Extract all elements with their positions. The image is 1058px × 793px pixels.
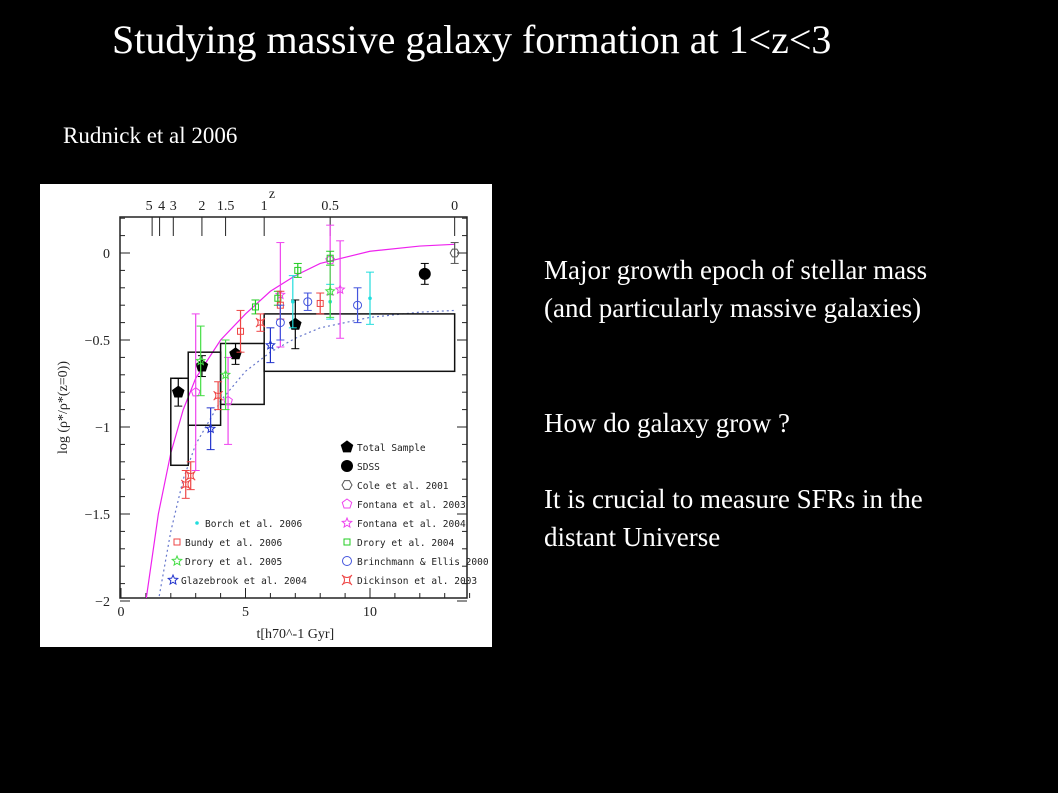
legend-label: Fontana et al. 2004 bbox=[357, 519, 466, 530]
data-point-fontana-et-al-2004 bbox=[334, 283, 346, 295]
x-tick-label: 10 bbox=[363, 605, 377, 620]
x-tick-label: 5 bbox=[242, 605, 249, 620]
legend-label: Brinchmann & Ellis 2000 bbox=[357, 557, 489, 568]
data-point-total-sample bbox=[195, 359, 209, 372]
legend-marker bbox=[340, 440, 354, 453]
stellar-mass-density-chart: 0 5 10 0 −0.5 −1 −1.5 −2 5 4 3 2 1.5 1 0.5 0 z t[h70^-1 G… bbox=[40, 184, 492, 647]
data-point-brinchmann-ellis-2000 bbox=[303, 297, 313, 307]
data-point-glazebrook-et-al-2004 bbox=[205, 422, 217, 434]
data-point-borch-et-al-2006 bbox=[291, 299, 295, 304]
legend-marker bbox=[341, 498, 353, 509]
z-tick-label: 0 bbox=[451, 199, 458, 214]
data-point-dickinson-et-al-2003 bbox=[213, 390, 223, 401]
plot-area bbox=[145, 224, 460, 598]
data-point-drory-et-al-2005 bbox=[324, 285, 336, 296]
data-point-drory-et-al-2005 bbox=[195, 355, 207, 366]
legend-marker bbox=[171, 554, 183, 567]
data-point-drory-et-al-2004 bbox=[326, 254, 334, 262]
legend-label: Drory et al. 2004 bbox=[357, 538, 455, 549]
data-point-glazebrook-et-al-2004 bbox=[264, 339, 276, 350]
data-point-sdss bbox=[418, 267, 431, 280]
legend-marker bbox=[173, 538, 181, 546]
data-point-bundy-et-al-2006 bbox=[237, 327, 245, 335]
y-tick-label: −1.5 bbox=[85, 508, 110, 523]
z-tick-label: 1 bbox=[261, 199, 268, 214]
data-point-cole-et-al-2001 bbox=[449, 248, 460, 258]
legend-marker bbox=[167, 573, 179, 586]
slide-title: Studying massive galaxy formation at 1<z… bbox=[112, 17, 832, 62]
legend-marker bbox=[341, 480, 353, 490]
z-tick-label: 5 bbox=[146, 199, 153, 214]
legend-marker bbox=[342, 556, 352, 566]
legend-label: Borch et al. 2006 bbox=[205, 519, 303, 530]
bullet-3-line-2: distant Universe bbox=[544, 522, 721, 552]
legend-marker bbox=[341, 460, 353, 472]
y-tick-label: −2 bbox=[95, 595, 110, 610]
data-point-drory-et-al-2004 bbox=[294, 266, 302, 274]
y-tick-label: −1 bbox=[95, 421, 110, 436]
legend-marker bbox=[195, 521, 199, 525]
z-axis-label: z bbox=[269, 187, 275, 202]
data-point-brinchmann-ellis-2000 bbox=[275, 318, 285, 328]
data-point-drory-et-al-2005 bbox=[220, 368, 232, 380]
legend-marker bbox=[341, 516, 353, 529]
legend-label: Drory et al. 2005 bbox=[185, 557, 282, 568]
data-point-dickinson-et-al-2003 bbox=[185, 470, 196, 481]
data-point-bundy-et-al-2006 bbox=[316, 299, 324, 307]
legend-marker bbox=[341, 574, 353, 586]
bullet-3-line-1: It is crucial to measure SFRs in the bbox=[544, 484, 923, 514]
bullet-1-line-2: (and particularly massive galaxies) bbox=[544, 293, 922, 323]
bullet-2-line-1: How do galaxy grow ? bbox=[544, 408, 790, 438]
y-tick-label: −0.5 bbox=[85, 334, 110, 349]
legend-label: Bundy et al. 2006 bbox=[185, 538, 283, 549]
mass-bin-box bbox=[219, 342, 265, 406]
legend-marker bbox=[343, 538, 351, 546]
bullet-1-line-1: Major growth epoch of stellar mass bbox=[544, 255, 928, 285]
plot-frame bbox=[119, 216, 468, 599]
y-tick-label: 0 bbox=[103, 247, 110, 262]
bullet-2: How do galaxy grow ? bbox=[544, 404, 790, 442]
data-point-drory-et-al-2004 bbox=[251, 303, 259, 311]
legend-label: Fontana et al. 2003 bbox=[357, 500, 466, 511]
z-tick-label: 4 bbox=[158, 199, 165, 214]
y-axis-label: log (ρ*/ρ*(z=0)) bbox=[56, 361, 71, 454]
data-point-fontana-et-al-2003 bbox=[190, 387, 201, 397]
z-tick-label: 2 bbox=[198, 199, 205, 214]
bullet-3: It is crucial to measure SFRs in the dis… bbox=[544, 480, 923, 556]
citation: Rudnick et al 2006 bbox=[63, 123, 238, 148]
legend-label: Glazebrook et al. 2004 bbox=[181, 576, 307, 587]
data-point-borch-et-al-2006 bbox=[368, 296, 372, 301]
chart-svg: 0 5 100−0.5−1−1.5−25 4 3 2 1.5 1 0.5 0zt[h70^-1 G… bbox=[56, 187, 489, 642]
data-point-total-sample bbox=[171, 385, 185, 398]
data-point-fontana-et-al-2003 bbox=[223, 395, 233, 406]
z-tick-label: 0.5 bbox=[321, 199, 339, 214]
x-tick-label: 0 bbox=[118, 605, 125, 620]
legend-label: Total Sample bbox=[357, 443, 426, 454]
x-axis-label: t[h70^-1 Gyr] bbox=[256, 627, 334, 642]
z-tick-label: 3 bbox=[170, 199, 177, 214]
legend-label: Dickinson et al. 2003 bbox=[357, 576, 477, 587]
mass-bin-box bbox=[263, 313, 456, 373]
bullet-1: Major growth epoch of stellar mass (and … bbox=[544, 251, 927, 327]
legend-label: Cole et al. 2001 bbox=[357, 481, 449, 492]
data-point-dickinson-et-al-2003 bbox=[255, 317, 266, 328]
z-tick-label: 1.5 bbox=[217, 199, 235, 214]
model-curve-2 bbox=[158, 309, 455, 598]
legend-label: SDSS bbox=[357, 462, 380, 473]
data-point-brinchmann-ellis-2000 bbox=[353, 300, 363, 310]
